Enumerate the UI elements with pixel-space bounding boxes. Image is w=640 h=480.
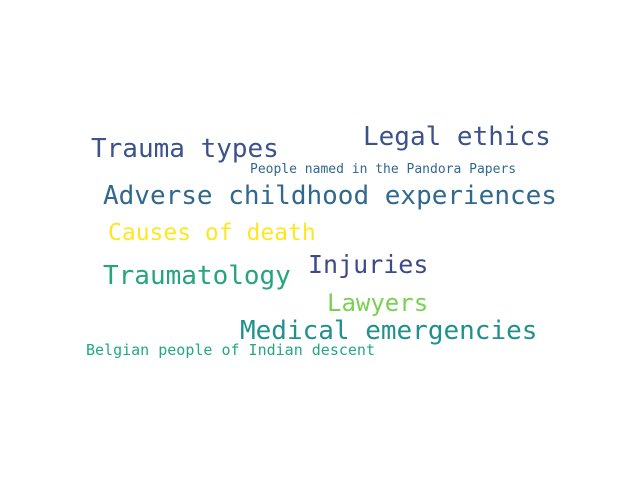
word-adverse-childhood-experiences: Adverse childhood experiences — [103, 181, 557, 211]
word-traumatology: Traumatology — [103, 261, 291, 291]
word-causes-of-death: Causes of death — [108, 220, 316, 246]
word-medical-emergencies: Medical emergencies — [240, 316, 538, 346]
word-lawyers: Lawyers — [327, 289, 429, 317]
word-legal-ethics: Legal ethics — [363, 122, 551, 152]
word-injuries: Injuries — [308, 250, 429, 279]
word-people-named-pandora-papers: People named in the Pandora Papers — [250, 162, 517, 177]
word-belgian-people-indian-descent: Belgian people of Indian descent — [86, 341, 375, 359]
word-trauma-types: Trauma types — [91, 134, 279, 164]
